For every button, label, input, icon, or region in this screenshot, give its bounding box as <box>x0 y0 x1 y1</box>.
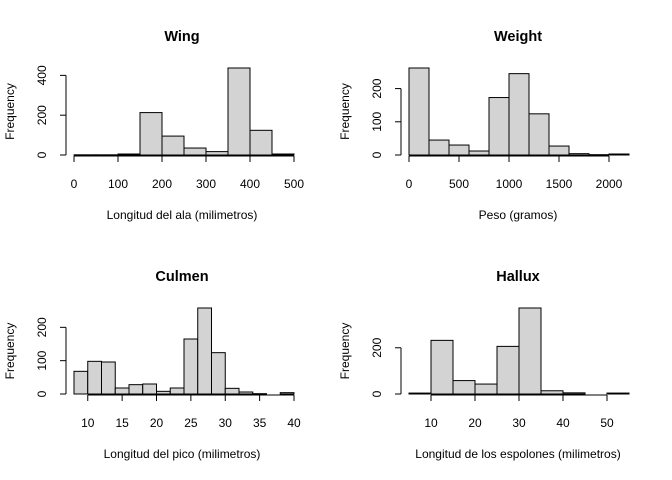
x-tick-label: 40 <box>556 416 570 430</box>
histogram-bar <box>452 380 476 395</box>
x-tick-label: 0 <box>406 177 413 191</box>
histogram-bar <box>430 339 454 395</box>
y-axis-title: Frequency <box>338 83 352 140</box>
histogram-bar <box>183 147 207 156</box>
chart-title: Culmen <box>155 269 208 285</box>
x-tick-label: 30 <box>512 416 526 430</box>
x-tick-label: 20 <box>150 416 164 430</box>
x-tick-label: 50 <box>600 416 614 430</box>
histogram-bar <box>608 153 630 156</box>
x-tick-label: 20 <box>468 416 482 430</box>
histogram-bar <box>197 307 212 395</box>
x-tick-label: 400 <box>240 177 260 191</box>
y-tick-label: 0 <box>370 390 384 397</box>
x-axis-title: Longitud de los espolones (milimetros) <box>415 447 620 461</box>
histogram-bar <box>408 67 430 156</box>
histogram-bar <box>87 360 102 395</box>
x-axis-title: Longitud del ala (milimetros) <box>107 208 258 222</box>
x-axis-title: Peso (gramos) <box>479 208 558 222</box>
y-tick-label: 200 <box>370 78 384 98</box>
x-tick-label: 30 <box>219 416 233 430</box>
histogram-bar <box>205 151 229 156</box>
y-tick-label: 400 <box>35 65 49 85</box>
histogram-bar <box>169 387 185 395</box>
y-tick-label: 200 <box>370 337 384 357</box>
histogram-bar <box>562 392 586 395</box>
histogram-bar <box>271 153 295 156</box>
y-axis-title: Frequency <box>338 323 352 380</box>
chart-title: Weight <box>494 29 542 45</box>
histogram-bar <box>488 97 510 156</box>
x-tick-label: 500 <box>284 177 304 191</box>
x-tick-label: 15 <box>115 416 129 430</box>
histogram-bar <box>142 383 157 395</box>
x-tick-label: 1000 <box>496 177 523 191</box>
chart-title: Wing <box>164 29 199 45</box>
histogram-bar <box>496 345 520 395</box>
histogram-bar <box>161 135 185 156</box>
histogram-bar <box>568 153 590 156</box>
histogram-bar <box>224 387 240 395</box>
histogram-bar <box>606 392 630 395</box>
histogram-bar <box>227 67 251 156</box>
histogram-bar <box>468 150 490 156</box>
histogram-bar <box>139 112 163 156</box>
y-axis-title: Frequency <box>3 323 17 380</box>
histogram-bar <box>518 307 542 395</box>
histogram-bar <box>548 145 570 156</box>
histogram-bar <box>117 153 141 156</box>
y-tick-label: 100 <box>370 111 384 131</box>
y-tick-label: 0 <box>35 390 49 397</box>
histogram-bar <box>249 129 273 156</box>
y-tick-label: 0 <box>370 151 384 158</box>
x-tick-label: 100 <box>108 177 128 191</box>
x-tick-label: 0 <box>71 177 78 191</box>
histogram-bar <box>73 370 89 395</box>
histogram-bar <box>408 392 432 395</box>
x-tick-label: 10 <box>81 416 95 430</box>
histogram-bar <box>114 387 130 395</box>
x-tick-label: 2000 <box>596 177 623 191</box>
histogram-bar <box>528 113 550 156</box>
histogram-bar <box>183 338 199 395</box>
x-tick-label: 10 <box>424 416 438 430</box>
histogram-bar <box>428 139 450 156</box>
x-axis-title: Longitud del pico (milimetros) <box>104 447 261 461</box>
y-tick-label: 0 <box>35 151 49 158</box>
histogram-bar <box>211 352 226 395</box>
chart-title: Hallux <box>496 269 540 285</box>
y-tick-label: 100 <box>35 350 49 370</box>
histogram-bar <box>101 361 116 395</box>
histogram-bar <box>279 392 295 395</box>
histogram-bar <box>156 390 171 395</box>
x-tick-label: 25 <box>184 416 198 430</box>
x-tick-label: 1500 <box>546 177 573 191</box>
x-tick-label: 300 <box>196 177 216 191</box>
histogram-bar <box>448 144 470 156</box>
histogram-bar <box>508 73 530 156</box>
histogram-bar <box>474 383 498 395</box>
histogram-bar <box>238 391 254 395</box>
y-tick-label: 200 <box>35 317 49 337</box>
x-tick-label: 40 <box>287 416 301 430</box>
y-tick-label: 200 <box>35 105 49 125</box>
histogram-bar <box>540 390 564 395</box>
x-tick-label: 500 <box>449 177 469 191</box>
x-tick-label: 200 <box>152 177 172 191</box>
histogram-bar <box>128 384 144 395</box>
y-axis-title: Frequency <box>3 83 17 140</box>
x-tick-label: 35 <box>253 416 267 430</box>
